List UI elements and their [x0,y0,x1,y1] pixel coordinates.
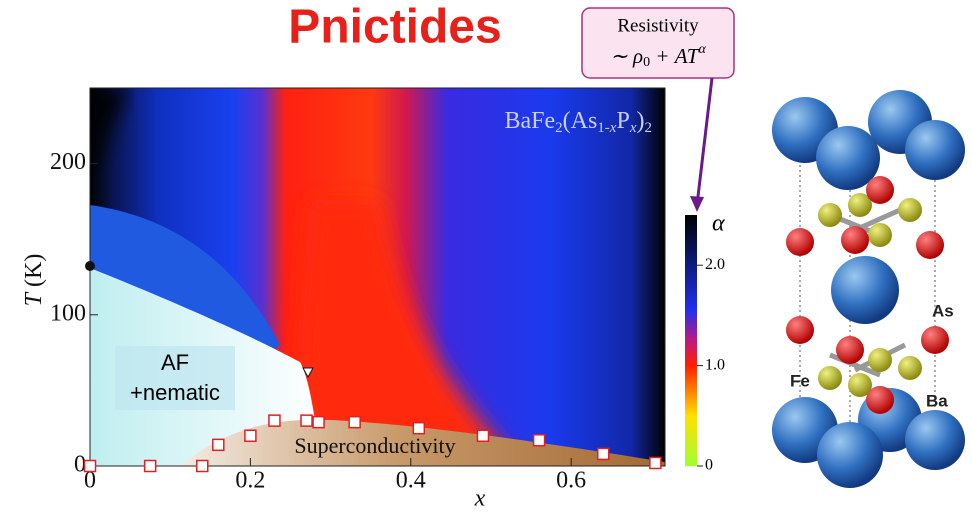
y-tick-label: 100 [50,300,86,326]
y-tick-label: 0 [74,452,86,478]
tc-marker [300,414,313,427]
af-label-box [115,346,235,410]
tc-marker [476,429,490,443]
region-label: AF [161,350,189,375]
t: P [616,108,629,134]
t: 1- [597,120,610,136]
tc-marker [412,421,426,435]
colorbar-tick-label: 0 [705,457,713,474]
tc-marker [532,434,546,447]
tc-marker [212,438,225,452]
tc-marker [83,459,97,473]
chart-title: Pnictides [288,1,501,54]
compound-label: BaFe2(As1-xPx)2 [504,108,652,137]
t: + AT [650,44,700,68]
x-axis-label: x [474,486,486,512]
tc-marker [196,459,209,473]
t: 0 [643,55,650,70]
tc-marker [596,447,610,461]
arrow [695,77,714,206]
t: 2 [645,120,653,136]
atom-label: Fe [790,371,810,390]
x-tick-label: 0.4 [396,468,426,494]
region-label: +nematic [130,380,220,405]
t: 2 [555,120,563,136]
tc-marker [244,429,257,443]
x-tick-label: 0.2 [235,468,265,494]
callout-box [581,7,735,79]
tc-marker [312,415,325,429]
colorbar-label: α [712,211,725,237]
plot-frame [89,87,666,467]
t: (As [563,108,598,134]
t: α [698,42,706,57]
t: T [21,291,47,306]
callout-formula: ∼ ρ0 + ATα [610,42,706,70]
callout-title: Resistivity [617,15,699,36]
t: BaFe [504,108,555,134]
t: x [609,120,617,136]
y-tick-label: 200 [50,149,86,175]
colorbar [685,215,697,466]
t: x [629,120,637,136]
tc-marker [143,459,157,473]
arrow-head [690,196,704,212]
atom-label: As [932,301,954,320]
tc-marker [268,414,281,427]
x-tick-label: 0 [84,468,96,494]
tc-marker [348,415,361,429]
t: (K) [21,254,47,287]
tc-marker [649,456,662,470]
triangle-marker [302,367,314,379]
t: ) [637,108,645,134]
critical-point [85,261,95,271]
region-label: Superconductivity [294,433,455,458]
y-axis-label: T (K) [21,254,47,307]
atom-label: Ba [926,391,948,410]
t: ∼ ρ [610,44,643,68]
crystal-structure: As Fe Ba [770,90,965,490]
x-tick-label: 0.6 [556,468,586,494]
colorbar-tick-label: 1.0 [705,356,725,373]
colorbar-tick-label: 2.0 [705,256,725,273]
